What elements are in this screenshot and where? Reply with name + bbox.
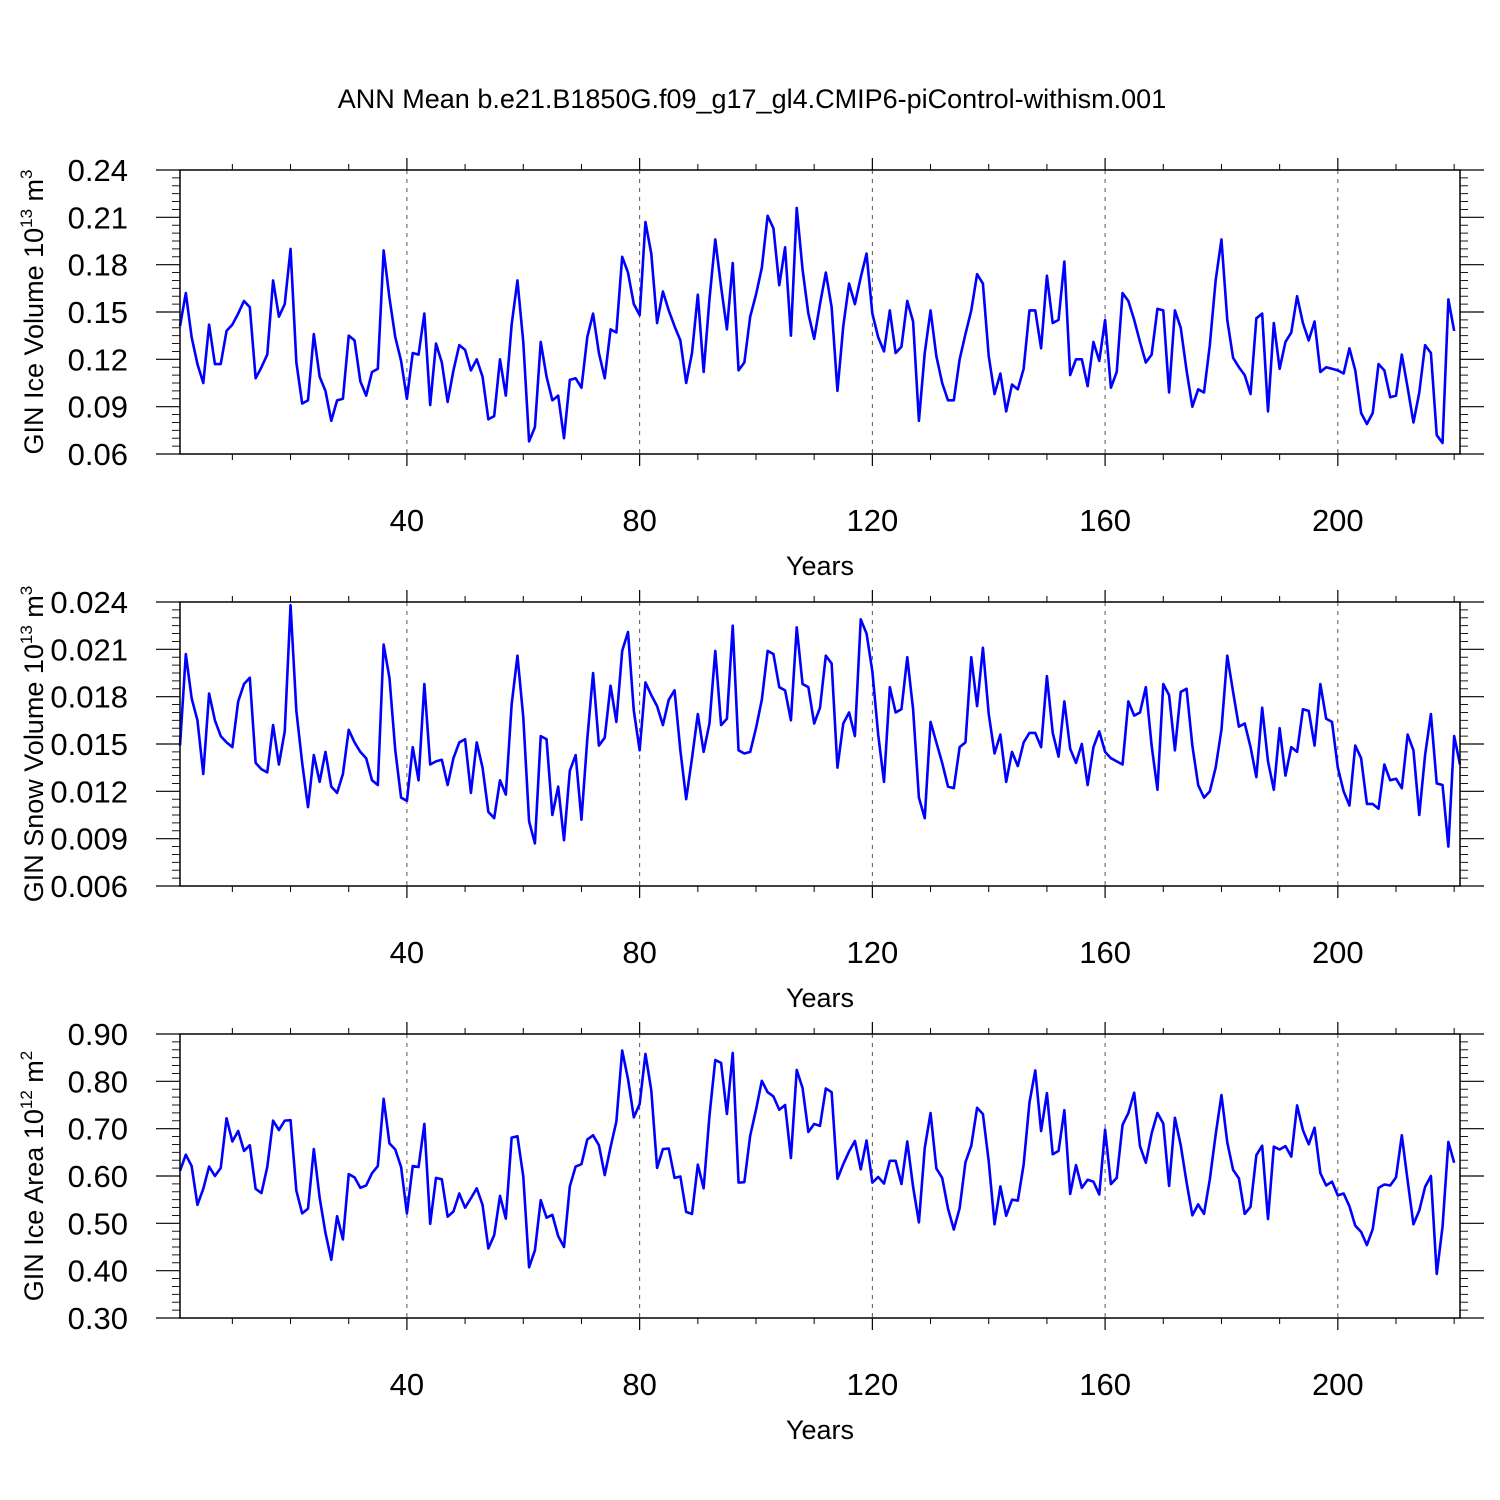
y-tick-label: 0.30	[68, 1301, 128, 1336]
y-axis-label-superscript: 13	[17, 209, 36, 228]
y-tick-label: 0.80	[68, 1064, 128, 1099]
x-tick-label: 40	[390, 503, 424, 538]
y-axis-label-text: GIN Ice Area 10	[19, 1109, 49, 1301]
y-axis-label-superscript: 13	[17, 625, 36, 644]
x-tick-label: 200	[1312, 1367, 1364, 1402]
panel-ice-area: 40 80 120 160 200 0.30 0.40 0.50 0.60 0.70 0.80 0.9…	[17, 1017, 1484, 1445]
y-tick-label: 0.18	[68, 248, 128, 283]
y-axis-label-superscript: 3	[17, 586, 36, 595]
x-axis-label: Years	[786, 551, 854, 581]
x-tick-label: 160	[1079, 503, 1131, 538]
y-tick-label: 0.12	[68, 342, 128, 377]
y-axis-label-text: m	[19, 179, 49, 209]
y-axis-label-superscript: 12	[17, 1090, 36, 1109]
y-tick-label: 0.018	[50, 680, 128, 715]
x-tick-label: 120	[846, 935, 898, 970]
figure-title: ANN Mean b.e21.B1850G.f09_g17_gl4.CMIP6-…	[338, 84, 1166, 114]
x-tick-label: 200	[1312, 935, 1364, 970]
x-tick-label: 200	[1312, 503, 1364, 538]
y-tick-label: 0.09	[68, 390, 128, 425]
series-line-snow-volume	[178, 603, 1462, 848]
y-tick-label: 0.009	[50, 822, 128, 857]
x-tick-label: 80	[622, 935, 656, 970]
x-axis-label: Years	[786, 1415, 854, 1445]
plot-frame	[179, 169, 1461, 455]
y-tick-label: 0.021	[50, 632, 128, 667]
x-tick-label: 40	[390, 1367, 424, 1402]
x-tick-label: 120	[846, 1367, 898, 1402]
y-tick-label: 0.024	[50, 585, 128, 620]
plot-frame	[179, 1033, 1461, 1319]
x-tick-label: 120	[846, 503, 898, 538]
y-tick-label: 0.15	[68, 295, 128, 330]
y-axis-label-text: GIN Ice Volume 10	[19, 228, 49, 455]
x-tick-label: 160	[1079, 1367, 1131, 1402]
x-axis-label: Years	[786, 983, 854, 1013]
y-tick-label: 0.90	[68, 1017, 128, 1052]
y-tick-label: 0.50	[68, 1206, 128, 1241]
x-tick-label: 40	[390, 935, 424, 970]
panel-ice-volume: 40 80 120 160 200 0.06 0.09 0.12 0.15 0.18 0.21 0.2…	[17, 153, 1484, 581]
x-tick-label: 80	[622, 1367, 656, 1402]
x-tick-label: 80	[622, 503, 656, 538]
panels: 40 80 120 160 200 0.06 0.09 0.12 0.15 0.18 0.21 0.2…	[17, 153, 1484, 1445]
x-tick-label: 160	[1079, 935, 1131, 970]
y-axis-label-superscript: 2	[17, 1051, 36, 1060]
y-axis-label: GIN Ice Volume 1013 m3	[17, 169, 49, 454]
y-tick-label: 0.012	[50, 774, 128, 809]
y-axis-label-superscript: 3	[17, 169, 36, 178]
y-tick-label: 0.60	[68, 1159, 128, 1194]
y-axis-label: GIN Ice Area 1012 m2	[17, 1051, 49, 1302]
panel-snow-volume: 40 80 120 160 200 0.006 0.009 0.012 0.015 0.018 0.…	[17, 585, 1484, 1013]
series-line-ice-volume	[178, 206, 1456, 445]
y-tick-label: 0.015	[50, 727, 128, 762]
y-tick-label: 0.06	[68, 437, 128, 472]
y-tick-label: 0.21	[68, 200, 128, 235]
y-tick-label: 0.006	[50, 869, 128, 904]
y-axis-label-text: m	[19, 595, 49, 625]
y-tick-label: 0.24	[68, 153, 128, 188]
y-axis-label-text: GIN Snow Volume 10	[19, 644, 49, 902]
series-line-ice-area	[178, 1049, 1456, 1276]
y-axis-label: GIN Snow Volume 1013 m3	[17, 586, 49, 903]
y-tick-label: 0.40	[68, 1254, 128, 1289]
plot-frame	[179, 601, 1461, 887]
y-axis-label-text: m	[19, 1060, 49, 1090]
y-tick-label: 0.70	[68, 1112, 128, 1147]
